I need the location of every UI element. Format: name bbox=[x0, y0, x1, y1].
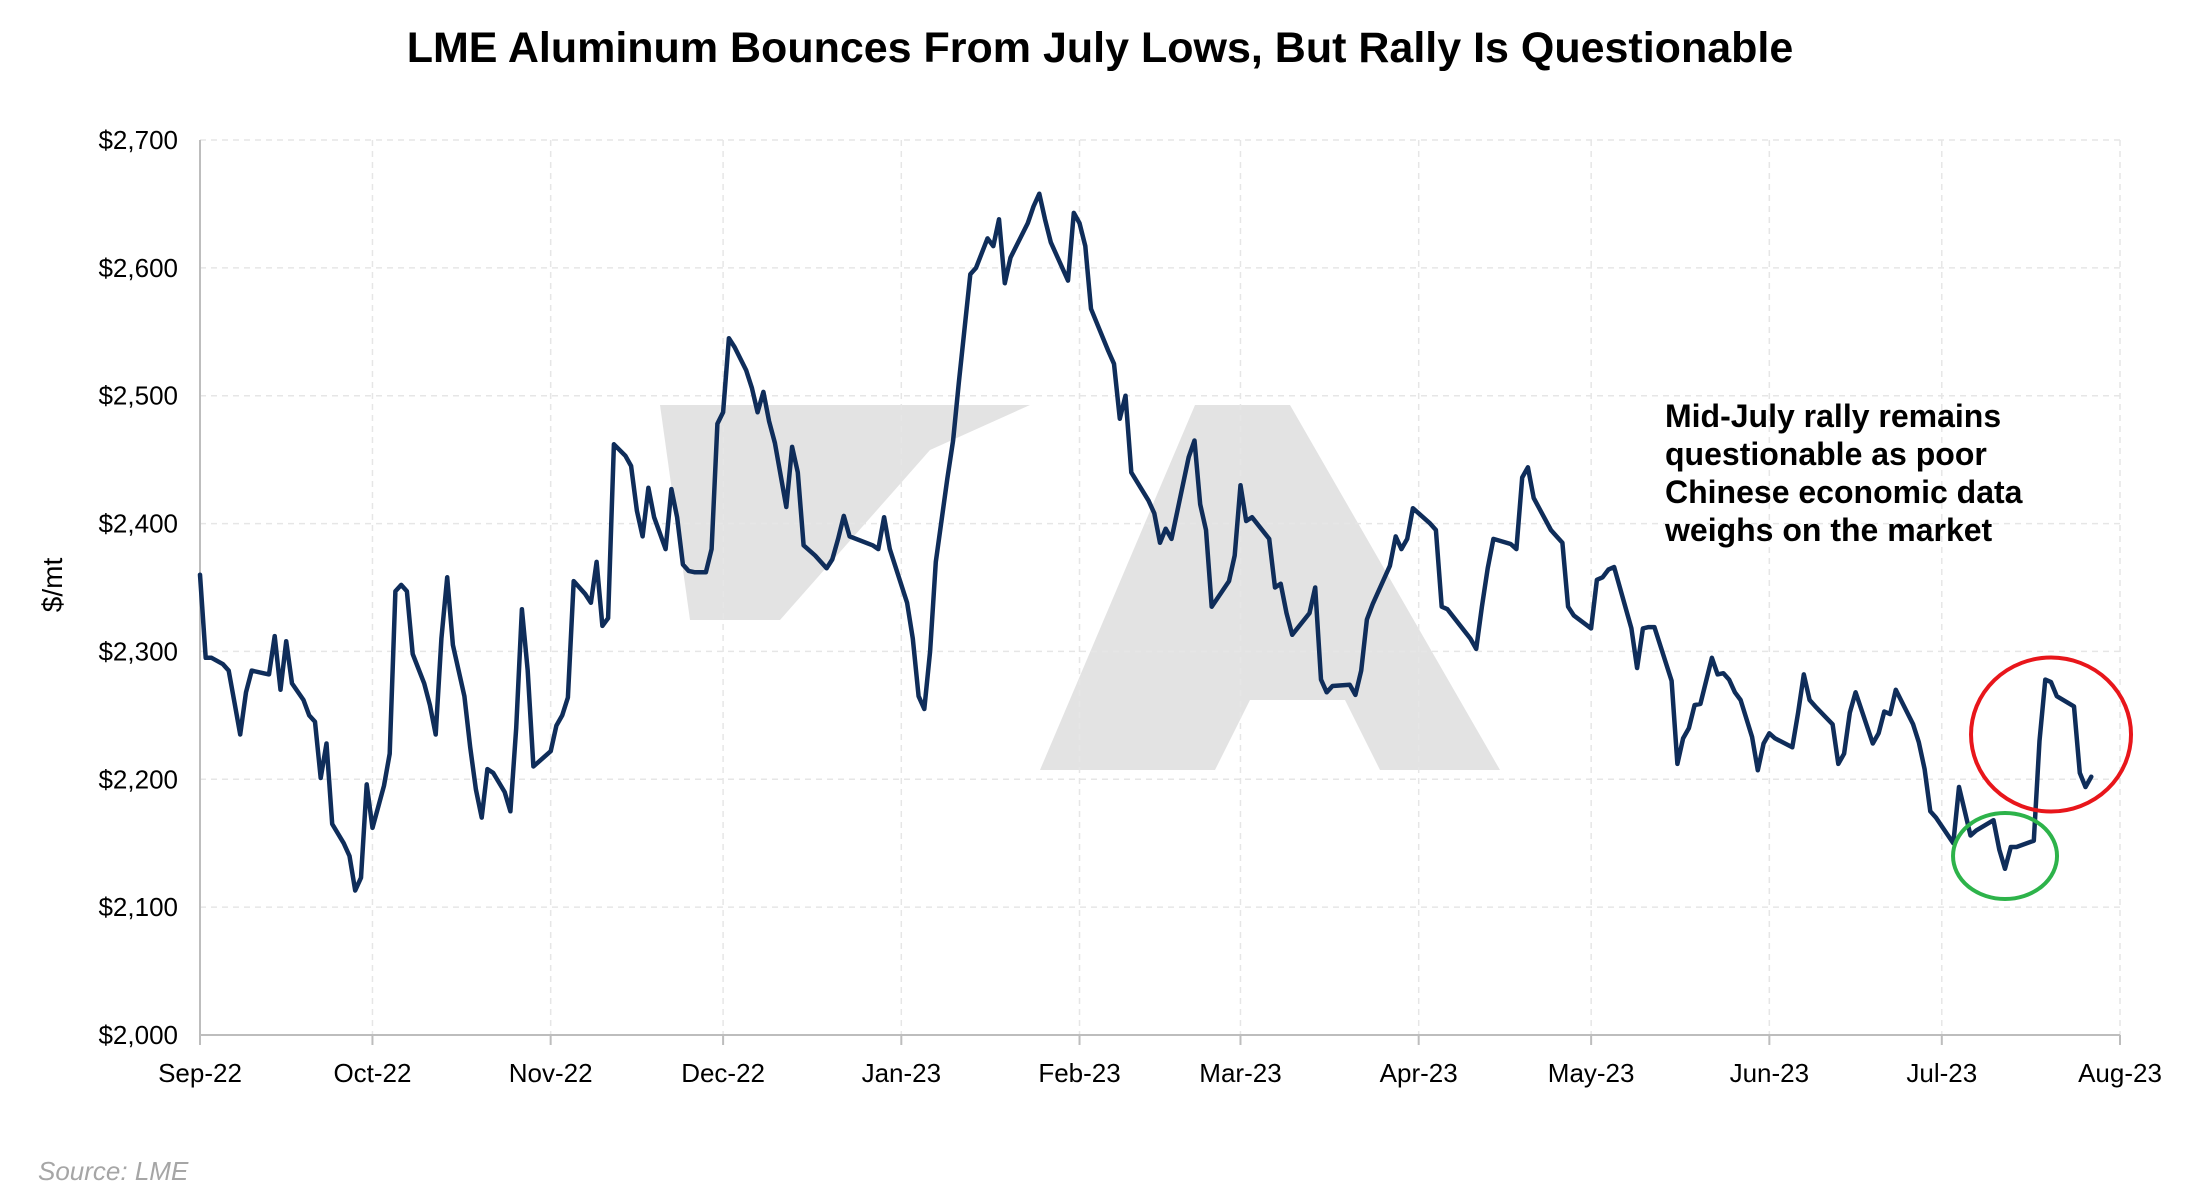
x-tick-label: May-23 bbox=[1548, 1058, 1635, 1088]
july-low-highlight-circle bbox=[1951, 811, 2060, 901]
x-tick-label: Feb-23 bbox=[1038, 1058, 1120, 1088]
y-tick-label: $2,100 bbox=[98, 892, 178, 922]
y-tick-label: $2,600 bbox=[98, 253, 178, 283]
x-tick-label: Aug-23 bbox=[2078, 1058, 2162, 1088]
y-tick-label: $2,200 bbox=[98, 764, 178, 794]
y-tick-label: $2,000 bbox=[98, 1020, 178, 1050]
x-tick-label: Mar-23 bbox=[1199, 1058, 1281, 1088]
annotation-note-line: weighs on the market bbox=[1664, 512, 1993, 548]
y-tick-label: $2,400 bbox=[98, 509, 178, 539]
y-tick-label: $2,500 bbox=[98, 381, 178, 411]
y-axis-label: $/mt bbox=[37, 558, 68, 613]
price-series-line bbox=[197, 191, 2094, 893]
x-tick-label: Jun-23 bbox=[1730, 1058, 1810, 1088]
x-tick-label: Nov-22 bbox=[509, 1058, 593, 1088]
x-tick-label: Jan-23 bbox=[862, 1058, 942, 1088]
y-tick-label: $2,700 bbox=[98, 125, 178, 155]
x-tick-label: Jul-23 bbox=[1906, 1058, 1977, 1088]
annotation-note-line: questionable as poor bbox=[1665, 436, 1987, 472]
source-label: Source: LME bbox=[38, 1156, 189, 1186]
x-tick-label: Apr-23 bbox=[1380, 1058, 1458, 1088]
chart-title: LME Aluminum Bounces From July Lows, But… bbox=[407, 24, 1794, 72]
x-tick-label: Dec-22 bbox=[681, 1058, 765, 1088]
watermark-logo bbox=[660, 405, 1500, 770]
x-tick-label: Oct-22 bbox=[333, 1058, 411, 1088]
july-rally-highlight-circle bbox=[1969, 655, 2134, 814]
x-tick-label: Sep-22 bbox=[158, 1058, 242, 1088]
annotation-note-line: Chinese economic data bbox=[1665, 474, 2023, 510]
y-tick-label: $2,300 bbox=[98, 636, 178, 666]
annotation-note-line: Mid-July rally remains bbox=[1665, 398, 2001, 434]
